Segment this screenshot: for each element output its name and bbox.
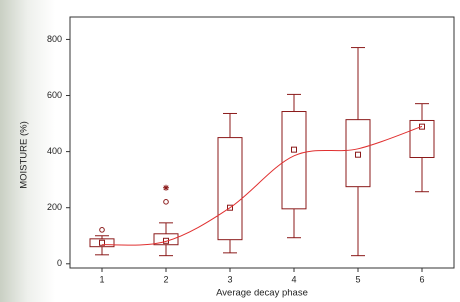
y-axis-title: MOISTURE (%) xyxy=(19,121,30,189)
outlier-star xyxy=(163,185,169,191)
x-tick-label: 4 xyxy=(291,274,296,284)
y-tick-label: 800 xyxy=(47,34,62,44)
median-marker xyxy=(356,152,361,157)
y-tick-label: 200 xyxy=(47,202,62,212)
median-marker xyxy=(292,147,297,152)
y-tick-label: 0 xyxy=(57,258,62,268)
x-tick-label: 3 xyxy=(227,274,232,284)
x-tick-label: 5 xyxy=(355,274,360,284)
x-tick-label: 2 xyxy=(163,274,168,284)
page: {"chart_data": {"type": "box", "x_label"… xyxy=(0,0,460,302)
x-tick-label: 1 xyxy=(99,274,104,284)
x-axis-title: Average decay phase xyxy=(216,288,308,299)
y-tick-label: 400 xyxy=(47,146,62,156)
chart: Average decay phase MOISTURE (%) 0 200 400… xyxy=(0,0,460,302)
x-tick-label: 6 xyxy=(419,274,424,284)
plot-frame xyxy=(70,17,454,268)
y-tick-label: 600 xyxy=(47,90,62,100)
